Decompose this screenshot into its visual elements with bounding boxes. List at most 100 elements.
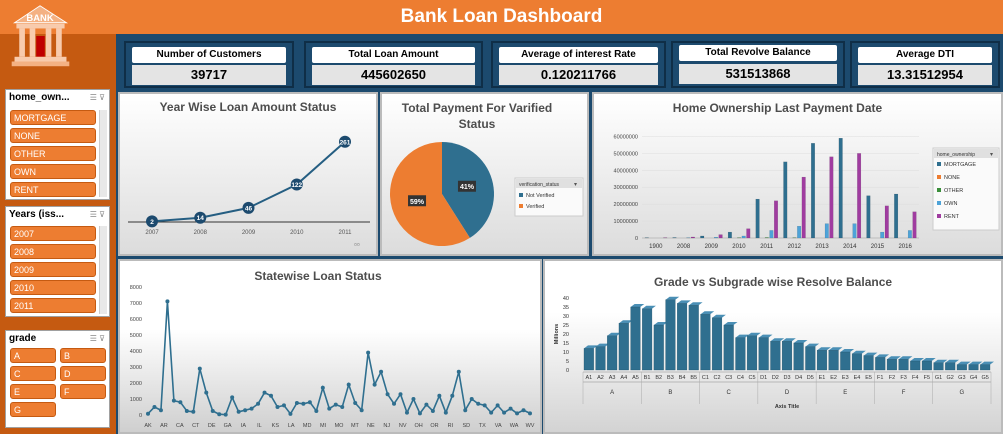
slicer-scrollbar[interactable] — [99, 110, 107, 197]
data-point — [236, 409, 241, 414]
bar-top — [700, 311, 715, 315]
x-tick-label: A4 — [620, 375, 627, 381]
kpi-label: Total Revolve Balance — [679, 45, 837, 61]
x-tick-label: AR — [160, 423, 168, 429]
slicer-item-e[interactable]: E — [10, 384, 56, 399]
slicer-item-none[interactable]: NONE — [10, 128, 96, 143]
slicer-item-c[interactable]: C — [10, 366, 56, 381]
slicer-item-rent[interactable]: RENT — [10, 182, 96, 197]
x-tick-label: 2007 — [145, 230, 159, 236]
multi-select-icon[interactable]: ☰ ⊽ — [89, 334, 105, 343]
legend-swatch — [937, 162, 941, 166]
group-label: F — [902, 390, 906, 396]
data-point — [463, 408, 468, 413]
slicer-item-other[interactable]: OTHER — [10, 146, 96, 161]
x-tick-label: 2008 — [677, 244, 691, 250]
data-point — [146, 215, 158, 228]
multi-select-icon[interactable]: ☰ ⊽ — [89, 210, 105, 219]
x-tick-label: F5 — [924, 375, 930, 381]
bar — [758, 337, 769, 371]
y-tick-label: 7000 — [130, 301, 142, 307]
bar-top — [782, 338, 796, 342]
chart-grade-subgrade[interactable]: Grade vs Subgrade wise Resolve Balance 0… — [543, 259, 1003, 434]
x-tick-label: MD — [303, 423, 312, 429]
kpi-value: 13.31512954 — [858, 65, 992, 85]
bar — [912, 211, 917, 239]
bar — [783, 161, 788, 239]
x-tick-label: 2009 — [242, 230, 256, 236]
series-line — [147, 301, 531, 416]
slicer-item-b[interactable]: B — [60, 348, 106, 363]
chart-filter-buttons[interactable]: ▫▫ — [354, 240, 360, 249]
data-label: 59% — [410, 199, 425, 206]
x-tick-label: C3 — [725, 375, 732, 381]
slicer-item-d[interactable]: D — [60, 366, 106, 381]
chart-year-wise[interactable]: Year Wise Loan Amount Status 2 2007 14 2008… — [118, 92, 378, 256]
kpi-value: 445602650 — [312, 65, 475, 85]
legend-entry: NONE — [944, 175, 960, 181]
x-tick-label: F1 — [877, 375, 883, 381]
data-point — [158, 408, 163, 413]
data-label-box — [457, 180, 476, 192]
bar-top — [968, 361, 983, 365]
group-label: D — [785, 390, 790, 396]
bar — [824, 223, 829, 239]
bar — [700, 314, 711, 371]
x-tick-label: CA — [176, 423, 184, 429]
slicer-item-2011[interactable]: 2011 — [10, 298, 96, 313]
slicer-item-a[interactable]: A — [10, 348, 56, 363]
y-tick-label: 15 — [563, 341, 569, 347]
chart-verified-status[interactable]: Total Payment For Varified Status 41% 59%… — [380, 92, 589, 256]
bar — [677, 303, 688, 371]
data-point — [301, 401, 306, 406]
kpi-card-dti: Average DTI 13.31512954 — [850, 41, 1000, 88]
slicer-item-2007[interactable]: 2007 — [10, 226, 96, 241]
multi-select-icon[interactable]: ☰ ⊽ — [89, 93, 105, 102]
bar — [956, 364, 967, 371]
slicer-item-g[interactable]: G — [10, 402, 56, 417]
data-point — [178, 400, 183, 405]
x-tick-label: A1 — [585, 375, 592, 381]
filter-icon: ▾ — [574, 182, 577, 188]
chart-title: Year Wise Loan Amount Status — [159, 100, 337, 114]
bar — [797, 226, 802, 239]
bar-top — [665, 296, 680, 300]
chart-statewise[interactable]: Statewise Loan Status 0 1000 2000 3000 4000 5… — [118, 259, 542, 434]
x-tick-label: 2011 — [339, 230, 353, 236]
data-point — [243, 408, 248, 413]
slicer-item-own[interactable]: OWN — [10, 164, 96, 179]
slicer-item-2009[interactable]: 2009 — [10, 262, 96, 277]
bar-top — [653, 322, 668, 325]
slicer-scrollbar[interactable] — [99, 226, 107, 314]
slicer-item-f[interactable]: F — [60, 384, 106, 399]
chart-title: Grade vs Subgrade wise Resolve Balance — [653, 275, 893, 289]
x-tick-label: E2 — [830, 375, 837, 381]
y-tick-label: 20 — [563, 332, 569, 338]
x-tick-label: E1 — [819, 375, 826, 381]
data-point — [327, 406, 332, 411]
x-tick-label: 2012 — [788, 244, 802, 250]
slicer-item-2008[interactable]: 2008 — [10, 244, 96, 259]
x-tick-label: G5 — [981, 375, 988, 381]
x-tick-label: NE — [367, 423, 375, 429]
y-tick-label: 6000 — [130, 317, 142, 323]
legend-entry: RENT — [944, 214, 960, 220]
slicer-item-mortgage[interactable]: MORTGAGE — [10, 110, 96, 125]
y-tick-label: 35 — [563, 305, 569, 311]
bar — [712, 317, 723, 371]
kpi-label: Number of Customers — [132, 47, 286, 63]
data-point — [184, 409, 189, 413]
y-tick-label: 0 — [139, 413, 142, 419]
bar — [630, 306, 641, 371]
bar-top — [980, 361, 994, 365]
x-tick-label: E5 — [865, 375, 872, 381]
data-point — [165, 299, 170, 304]
x-tick-label: B1 — [644, 375, 651, 381]
x-tick-label: B2 — [655, 375, 662, 381]
slicer-item-2010[interactable]: 2010 — [10, 280, 96, 295]
verified-pie-plot: 41% 59% verification_status ▾ Not Verified Ve… — [390, 142, 584, 246]
data-point — [294, 401, 299, 405]
chart-home-ownership[interactable]: Home Ownership Last Payment Date 0 100000… — [592, 92, 1003, 256]
data-point — [204, 390, 209, 395]
x-tick-label: B5 — [690, 375, 697, 381]
